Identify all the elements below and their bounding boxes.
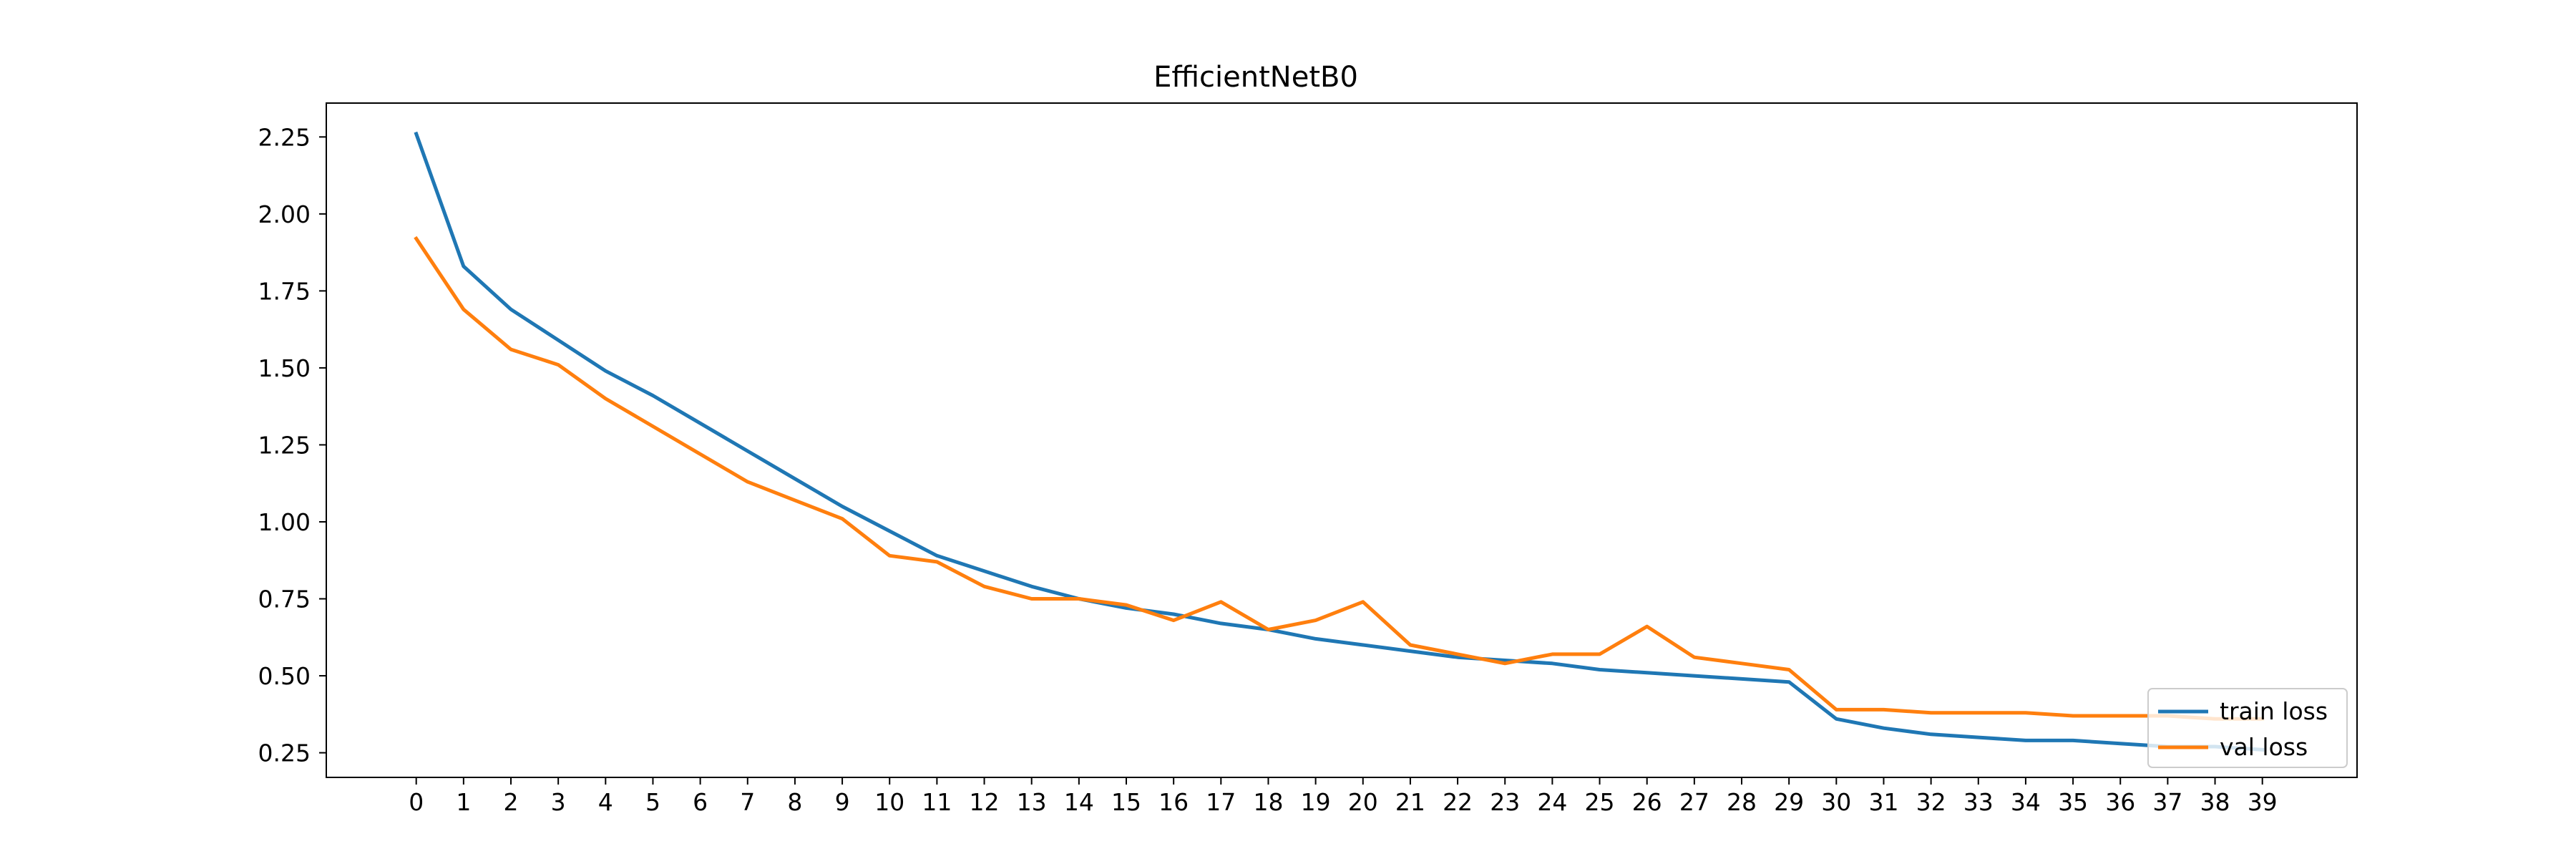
y-tick-label: 0.50 bbox=[258, 662, 311, 690]
y-tick-label: 1.25 bbox=[258, 431, 311, 459]
x-tick-label: 34 bbox=[2011, 788, 2041, 816]
x-tick-label: 6 bbox=[693, 788, 708, 816]
x-tick-label: 29 bbox=[1774, 788, 1804, 816]
x-tick-label: 22 bbox=[1443, 788, 1473, 816]
plot-frame bbox=[326, 102, 2358, 778]
x-tick-label: 16 bbox=[1158, 788, 1189, 816]
x-tick-label: 10 bbox=[874, 788, 904, 816]
x-tick-label: 32 bbox=[1916, 788, 1946, 816]
x-tick-label: 13 bbox=[1017, 788, 1047, 816]
y-tick-label: 0.25 bbox=[258, 739, 311, 767]
x-tick-label: 30 bbox=[1821, 788, 1851, 816]
x-tick-label: 20 bbox=[1348, 788, 1378, 816]
x-tick-label: 18 bbox=[1253, 788, 1283, 816]
y-tick-label: 1.50 bbox=[258, 354, 311, 382]
x-tick-label: 26 bbox=[1632, 788, 1662, 816]
x-tick-label: 4 bbox=[598, 788, 613, 816]
legend-label: train loss bbox=[2220, 697, 2328, 725]
x-tick-label: 24 bbox=[1537, 788, 1567, 816]
y-tick-label: 0.75 bbox=[258, 586, 311, 613]
x-tick-label: 33 bbox=[1963, 788, 1994, 816]
y-tick-label: 1.75 bbox=[258, 277, 311, 305]
x-tick-label: 1 bbox=[456, 788, 471, 816]
x-tick-label: 11 bbox=[922, 788, 952, 816]
series-line-train-loss bbox=[414, 131, 2265, 752]
x-tick-label: 12 bbox=[970, 788, 1000, 816]
x-tick-label: 17 bbox=[1206, 788, 1236, 816]
plot-area bbox=[326, 102, 2358, 778]
x-tick-label: 23 bbox=[1490, 788, 1520, 816]
series-line-val-loss bbox=[414, 236, 2265, 721]
x-tick-label: 0 bbox=[409, 788, 424, 816]
x-tick-label: 15 bbox=[1111, 788, 1141, 816]
y-axis: 0.25 0.50 0.75 1.00 1.25 1.50 1.75 2.00 2.25 bbox=[258, 123, 326, 767]
x-tick-label: 5 bbox=[645, 788, 660, 816]
x-tick-label: 35 bbox=[2058, 788, 2088, 816]
x-tick-label: 25 bbox=[1585, 788, 1615, 816]
x-tick-label: 7 bbox=[740, 788, 755, 816]
legend: train loss val loss bbox=[2147, 688, 2348, 768]
x-tick-label: 36 bbox=[2105, 788, 2135, 816]
legend-label: val loss bbox=[2220, 733, 2308, 761]
x-tick-label: 9 bbox=[835, 788, 850, 816]
x-tick-label: 39 bbox=[2248, 788, 2278, 816]
x-tick-label: 14 bbox=[1064, 788, 1094, 816]
x-tick-label: 37 bbox=[2152, 788, 2182, 816]
x-tick-label: 21 bbox=[1395, 788, 1425, 816]
y-tick-label: 2.00 bbox=[258, 200, 311, 228]
x-tick-label: 8 bbox=[787, 788, 802, 816]
series-layer bbox=[414, 131, 2265, 752]
x-tick-label: 2 bbox=[504, 788, 519, 816]
x-tick-label: 31 bbox=[1868, 788, 1898, 816]
y-tick-label: 2.25 bbox=[258, 123, 311, 151]
x-tick-label: 3 bbox=[551, 788, 566, 816]
x-tick-label: 27 bbox=[1679, 788, 1709, 816]
x-tick-label: 28 bbox=[1727, 788, 1757, 816]
chart-title: EfficientNetB0 bbox=[1153, 61, 1358, 94]
x-tick-label: 38 bbox=[2200, 788, 2230, 816]
x-axis: 0 1 2 3 4 5 6 7 8 9 10 11 12 13 14 15 16 17 18 19 20 21 22 23 24… bbox=[409, 777, 2278, 816]
x-tick-label: 19 bbox=[1301, 788, 1331, 816]
y-tick-label: 1.00 bbox=[258, 508, 311, 536]
